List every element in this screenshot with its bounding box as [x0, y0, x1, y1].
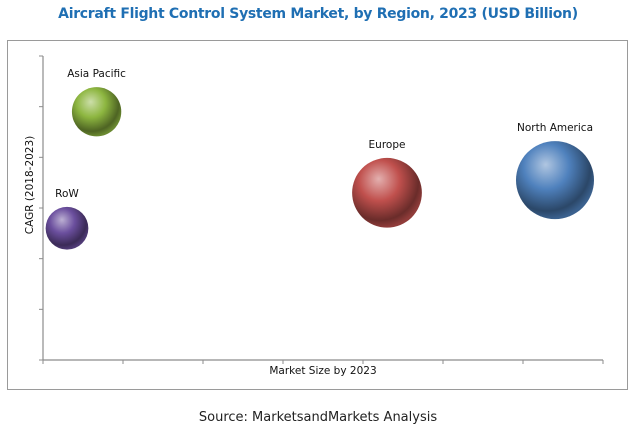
bubble-europe	[352, 157, 422, 228]
bubble-label-row: RoW	[55, 188, 79, 200]
bubble-label-asia-pacific: Asia Pacific	[67, 68, 126, 80]
bubble-asia-pacific	[71, 87, 122, 137]
bubble-north-america	[516, 141, 594, 220]
bubble-row	[45, 206, 89, 250]
chart-title: Aircraft Flight Control System Market, b…	[58, 6, 578, 22]
bubble-label-europe: Europe	[369, 139, 406, 151]
bubble-label-north-america: North America	[517, 122, 593, 134]
source-note: Source: MarketsandMarkets Analysis	[198, 410, 438, 425]
chart-frame	[7, 40, 628, 390]
x-axis-label: Market Size by 2023	[269, 365, 376, 377]
y-axis-label: CAGR (2018-2023)	[24, 136, 36, 235]
